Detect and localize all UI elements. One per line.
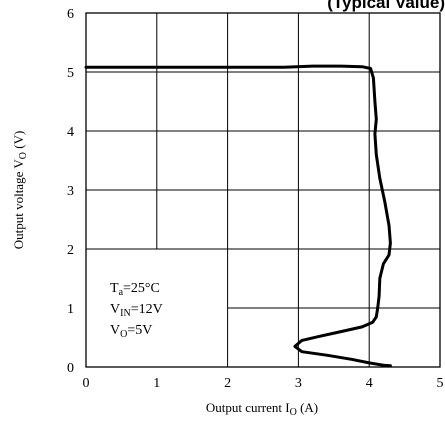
- y-tick-label: 2: [67, 243, 74, 258]
- grid: [86, 13, 440, 367]
- x-axis-label: Output current IO (A): [206, 400, 318, 418]
- x-tick-label: 1: [153, 376, 160, 391]
- annotation-block: Ta=25°C VIN=12V VO=5V: [110, 281, 163, 340]
- series-line: [84, 64, 392, 368]
- annotation-line: Ta=25°C: [110, 281, 160, 298]
- y-tick-label: 5: [67, 66, 74, 81]
- y-tick-labels: 0 1 2 3 4 5 6: [67, 7, 74, 376]
- x-tick-label: 5: [437, 376, 444, 391]
- x-tick-label: 2: [224, 376, 231, 391]
- chart-title: (Typical Value): [327, 0, 445, 12]
- y-axis-label: Output voltage VO (V): [11, 131, 29, 250]
- y-tick-label: 3: [67, 184, 74, 199]
- x-tick-labels: 0 1 2 3 4 5: [83, 376, 444, 391]
- annotation-line: VO=5V: [110, 323, 152, 340]
- plot-frame: [85, 12, 441, 368]
- y-tick-label: 6: [67, 7, 74, 22]
- x-tick-label: 3: [295, 376, 302, 391]
- y-tick-label: 4: [67, 125, 74, 140]
- annotation-line: VIN=12V: [110, 302, 163, 319]
- y-tick-label: 0: [67, 361, 74, 376]
- y-tick-label: 1: [67, 302, 74, 317]
- x-tick-label: 0: [83, 376, 90, 391]
- x-tick-label: 4: [366, 376, 373, 391]
